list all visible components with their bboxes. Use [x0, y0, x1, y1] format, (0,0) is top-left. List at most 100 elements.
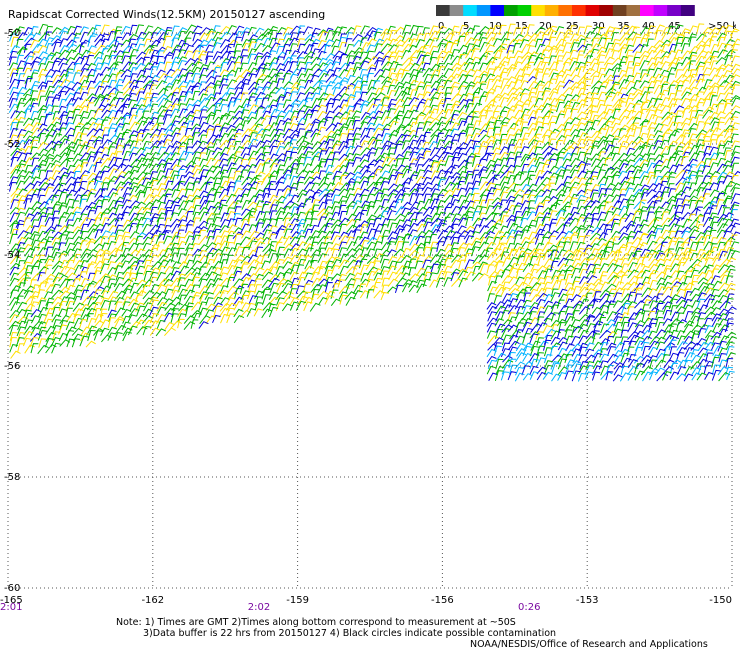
- wind-barb: [64, 237, 74, 247]
- wind-barb: [226, 134, 238, 143]
- wind-barb: [528, 96, 537, 107]
- wind-barb: [723, 147, 732, 157]
- wind-barb: [38, 132, 47, 144]
- wind-barb: [381, 229, 391, 239]
- wind-barb: [241, 120, 251, 131]
- wind-barb: [114, 151, 123, 162]
- wind-barb: [129, 291, 139, 300]
- wind-barb: [114, 125, 124, 137]
- wind-barb: [543, 275, 552, 285]
- wind-barb: [380, 258, 390, 269]
- wind-barb: [730, 68, 740, 79]
- wind-barb: [213, 191, 222, 203]
- wind-barb: [114, 157, 123, 167]
- wind-barb: [122, 235, 131, 245]
- wind-barb: [415, 247, 424, 258]
- wind-barb: [695, 55, 707, 67]
- wind-barb: [150, 188, 159, 198]
- wind-barb: [443, 216, 451, 227]
- wind-barb: [395, 206, 407, 216]
- wind-barb: [477, 158, 487, 168]
- wind-barb: [582, 84, 591, 96]
- wind-barb: [562, 249, 574, 257]
- wind-barb: [423, 32, 432, 43]
- wind-barb: [449, 113, 459, 125]
- wind-barb: [471, 169, 480, 179]
- wind-barb: [254, 193, 264, 204]
- wind-barb: [576, 128, 586, 138]
- wind-barb: [87, 164, 98, 174]
- wind-barb: [311, 277, 322, 287]
- wind-barb: [113, 43, 124, 54]
- wind-barb: [101, 54, 111, 66]
- wind-barb: [324, 260, 335, 270]
- wind-barb: [366, 248, 376, 258]
- wind-barb: [726, 293, 735, 303]
- wind-barb: [73, 62, 81, 72]
- wind-barb: [316, 126, 327, 137]
- wind-barb: [421, 27, 430, 36]
- wind-barb: [541, 90, 551, 101]
- wind-barb: [470, 48, 480, 60]
- wind-barb: [295, 162, 305, 174]
- wind-barb: [498, 43, 508, 53]
- wind-barb: [317, 120, 326, 131]
- wind-barb: [457, 217, 468, 227]
- wind-barb: [492, 96, 501, 108]
- wind-barb: [437, 176, 447, 187]
- wind-barb: [275, 78, 285, 90]
- wind-barb: [570, 262, 583, 273]
- wind-barb: [596, 169, 606, 180]
- wind-barb: [624, 44, 634, 54]
- wind-barb: [478, 194, 488, 204]
- wind-barb: [548, 87, 559, 96]
- wind-barb: [254, 116, 266, 126]
- wind-barb: [261, 74, 273, 84]
- wind-barb: [374, 43, 383, 53]
- wind-barb: [492, 119, 502, 131]
- wind-barb: [205, 205, 216, 216]
- wind-barb: [114, 36, 123, 48]
- wind-barb: [478, 37, 488, 48]
- wind-barb: [464, 81, 476, 90]
- wind-barb: [295, 229, 307, 240]
- wind-barb: [395, 173, 404, 185]
- wind-barb: [142, 242, 152, 252]
- wind-barb: [652, 216, 662, 227]
- wind-barb: [296, 189, 308, 198]
- wind-barb: [519, 171, 527, 181]
- wind-barb: [632, 145, 645, 155]
- wind-barb: [373, 27, 384, 37]
- wind-barb: [51, 140, 63, 150]
- wind-barb: [698, 252, 709, 261]
- wind-barb: [150, 49, 160, 60]
- wind-barb: [296, 254, 307, 263]
- wind-barb: [99, 319, 111, 329]
- wind-barb: [30, 290, 41, 299]
- wind-barb: [484, 236, 494, 245]
- wind-barb: [10, 141, 21, 149]
- wind-barb: [170, 247, 180, 258]
- wind-barb: [484, 44, 495, 54]
- wind-barb: [604, 140, 613, 150]
- wind-barb: [731, 97, 740, 107]
- wind-barb: [652, 224, 663, 234]
- wind-barb: [65, 198, 75, 209]
- wind-barb: [107, 224, 118, 233]
- wind-barb: [716, 32, 727, 42]
- wind-barb: [589, 232, 601, 241]
- wind-barb: [561, 222, 571, 234]
- wind-barb: [79, 252, 92, 263]
- wind-barb: [409, 151, 419, 162]
- wind-barb: [437, 66, 446, 78]
- wind-barb: [477, 145, 487, 155]
- wind-barb: [234, 164, 246, 174]
- wind-barb: [722, 43, 733, 54]
- wind-barb: [641, 287, 653, 298]
- wind-barb: [535, 182, 547, 192]
- wind-barb: [162, 45, 173, 54]
- wind-barb: [37, 73, 47, 84]
- wind-barb: [260, 203, 269, 215]
- wind-barb: [589, 48, 599, 59]
- wind-barb: [23, 27, 34, 36]
